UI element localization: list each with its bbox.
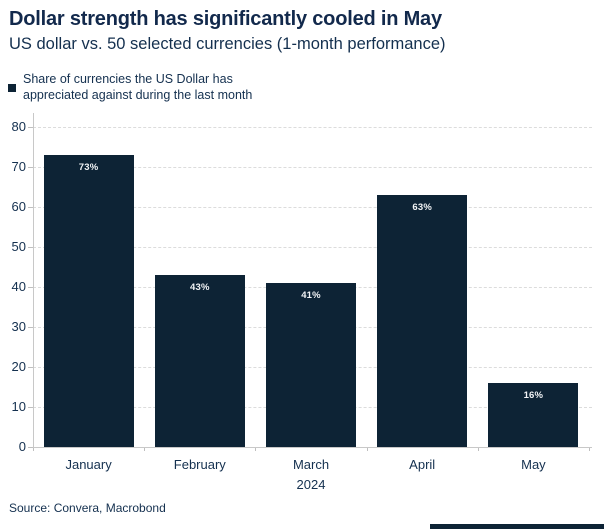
y-tick (28, 407, 33, 408)
y-axis-label: 40 (11, 279, 26, 294)
y-axis-label: 30 (11, 319, 26, 334)
y-gridline (33, 127, 592, 128)
y-axis-label: 20 (11, 359, 26, 374)
y-axis-label: 50 (11, 239, 26, 254)
x-axis-label-january: January (65, 457, 112, 472)
y-axis-label: 60 (11, 199, 26, 214)
x-axis-label-february: February (173, 457, 226, 472)
y-gridline (33, 247, 592, 248)
footer-brand-strip (430, 524, 604, 529)
x-axis (33, 447, 592, 448)
bar-value-label: 41% (301, 290, 321, 301)
x-axis-label-march: March (292, 457, 330, 472)
bar-april (377, 195, 468, 447)
y-axis-label: 80 (11, 119, 26, 134)
chart-subtitle: US dollar vs. 50 selected currencies (1-… (9, 35, 446, 53)
x-tick (589, 448, 590, 451)
y-tick (28, 327, 33, 328)
x-tick (477, 448, 479, 451)
y-axis-label: 0 (18, 439, 26, 454)
source-note: Source: Convera, Macrobond (9, 501, 166, 515)
y-gridline (33, 207, 592, 208)
legend-label: Share of currencies the US Dollar has ap… (23, 72, 253, 102)
bar-value-label: 73% (78, 162, 99, 173)
y-tick (28, 247, 33, 248)
x-tick (255, 448, 257, 451)
y-axis (33, 113, 34, 447)
y-tick (28, 287, 33, 288)
bar-value-label: 63% (412, 202, 432, 213)
y-axis-label: 70 (11, 159, 26, 174)
bar-value-label: 43% (189, 282, 210, 293)
bar-value-label: 16% (523, 390, 544, 401)
x-tick (33, 448, 34, 451)
y-tick (28, 127, 33, 128)
chart-title: Dollar strength has significantly cooled… (9, 8, 442, 30)
y-tick (28, 367, 33, 368)
bar-february (154, 275, 245, 447)
x-axis-label-may: May (521, 457, 546, 472)
y-tick (28, 447, 33, 448)
bar-may (488, 383, 579, 447)
x-tick (366, 448, 368, 451)
x-tick (144, 448, 146, 451)
y-tick (28, 167, 33, 168)
y-gridline (33, 167, 592, 168)
x-axis-year-label: 2024 (296, 477, 326, 492)
x-axis-label-april: April (409, 457, 436, 472)
legend-square-icon (8, 84, 16, 92)
y-axis-label: 10 (11, 399, 26, 414)
bar-january (43, 155, 134, 447)
bar-march (266, 283, 356, 447)
y-tick (28, 207, 33, 208)
